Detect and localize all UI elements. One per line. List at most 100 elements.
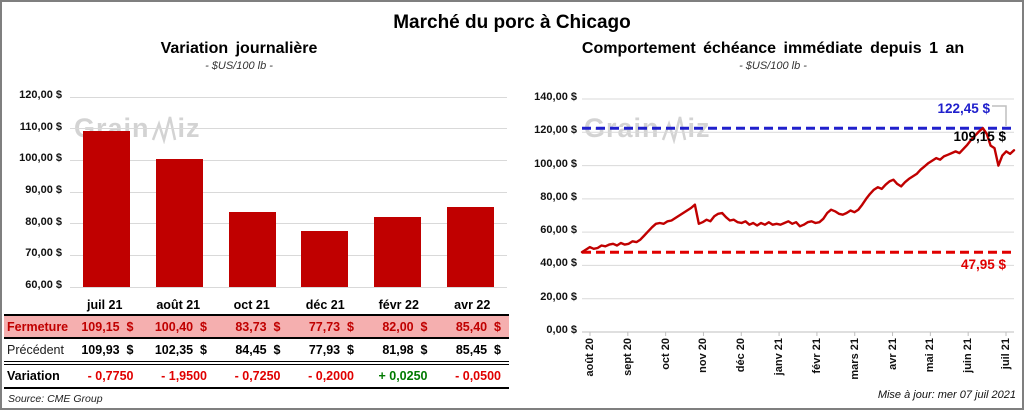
month-label: juin 21 [962, 338, 975, 373]
x-tick-label: mai 21 [921, 338, 939, 396]
month-label: janv 21 [773, 338, 786, 376]
cell-value: 77,93 $ [288, 338, 362, 365]
cell-value: - 0,7250 [215, 363, 289, 389]
panel-daily-variation: Variation journalière - $US/100 lb - 120… [4, 2, 514, 408]
y-tick-label: 80,00 $ [25, 215, 62, 228]
month-label: juil 21 [1000, 338, 1012, 370]
gridline [70, 254, 507, 256]
x-tick-label: juin 21 [959, 338, 977, 396]
cell-value: - 0,7750 [68, 363, 142, 389]
label-leader-line [992, 105, 1007, 126]
cell-value: - 0,2000 [288, 363, 362, 389]
table-row-fermeture: Fermeture 109,15 $100,40 $83,73 $77,73 $8… [4, 315, 509, 339]
cell-value: 83,73 $ [215, 315, 289, 339]
gridline [70, 223, 507, 225]
cell-value: - 0,0500 [435, 363, 509, 389]
bar-févr-22 [374, 217, 422, 287]
cell-value: 82,00 $ [362, 315, 436, 339]
low-ref-label: 47,95 $ [960, 257, 1006, 272]
x-tick-label: déc 20 [732, 338, 750, 396]
y-tick-label: 60,00 $ [25, 279, 62, 291]
month-label: févr 21 [810, 338, 823, 374]
gridline [70, 128, 507, 130]
bar-chart-subtitle: - $US/100 lb - [205, 60, 273, 72]
x-tick-label: févr 21 [808, 338, 826, 396]
y-tick-label: 20,00 $ [540, 290, 577, 303]
x-tick-label: mars 21 [846, 338, 864, 396]
last-price-label: 109,15 $ [953, 129, 1006, 144]
row-label: Précédent [4, 338, 68, 365]
y-tick-label: 100,00 $ [534, 157, 577, 170]
cell-value: 100,40 $ [141, 315, 215, 339]
page-title: Marché du porc à Chicago [393, 12, 631, 33]
table-header-row: juil 21 août 21 oct 21 déc 21 févr 22 avr 22 [4, 295, 509, 316]
cell-value: 77,73 $ [288, 315, 362, 339]
y-tick-label: 40,00 $ [540, 257, 577, 270]
cell-value: 85,40 $ [435, 315, 509, 339]
x-tick-label: nov 20 [694, 338, 712, 396]
x-tick-label: sept 20 [619, 338, 637, 396]
month-label: déc 20 [735, 338, 748, 373]
y-tick-label: 140,00 $ [534, 91, 577, 103]
cell-value: 109,15 $ [68, 315, 142, 339]
month-header: févr 22 [362, 295, 436, 316]
line-chart-subtitle: - $US/100 lb - [739, 60, 807, 72]
x-tick-label: juil 21 [997, 338, 1015, 396]
table-row-variation: Variation - 0,7750- 1,9500- 0,7250- 0,200… [4, 363, 509, 389]
month-label: nov 20 [697, 338, 710, 373]
table-row-precedent: Précédent 109,93 $102,35 $84,45 $77,93 $8… [4, 338, 509, 365]
cell-value: 85,45 $ [435, 338, 509, 365]
bar-déc-21 [301, 230, 349, 287]
panel-front-month: Comportement échéance immédiate depuis 1… [522, 2, 1022, 408]
y-tick-label: 120,00 $ [19, 89, 62, 101]
y-tick-label: 90,00 $ [25, 184, 62, 196]
price-line [580, 127, 1016, 254]
bar-chart-plot: Grain iz [70, 96, 507, 288]
month-header: avr 22 [435, 295, 509, 316]
line-chart-title: Comportement échéance immédiate depuis 1… [581, 40, 965, 57]
month-header: juil 21 [68, 295, 142, 316]
x-tick-label: janv 21 [770, 338, 788, 396]
month-label: août 20 [584, 338, 596, 377]
cell-value: 84,45 $ [215, 338, 289, 365]
y-tick-label: 0,00 $ [546, 324, 577, 336]
month-label: mai 21 [924, 338, 937, 373]
y-tick-label: 80,00 $ [540, 190, 577, 203]
table-corner [4, 295, 68, 316]
x-tick-label: août 20 [581, 338, 599, 396]
x-tick-label: oct 20 [657, 338, 675, 396]
month-header: oct 21 [215, 295, 289, 316]
cell-value: - 1,9500 [141, 363, 215, 389]
row-label: Variation [4, 363, 68, 389]
cell-value: 109,93 $ [68, 338, 142, 365]
month-header: déc 21 [288, 295, 362, 316]
source-note: Source: CME Group [8, 393, 103, 405]
month-label: oct 20 [659, 338, 672, 370]
bar-avr-22 [447, 206, 495, 287]
cell-value: 81,98 $ [362, 338, 436, 365]
gridline [70, 191, 507, 193]
x-tick-label: avr 21 [884, 338, 902, 396]
updated-note: Mise à jour: mer 07 juil 2021 [877, 389, 1016, 401]
bar-août-21 [155, 159, 203, 287]
gridline [70, 96, 507, 98]
line-chart-svg [580, 98, 1016, 336]
month-label: mars 21 [848, 338, 861, 380]
line-chart-plot: Grain iz 122,45 $ 109,15 $ 47,95 $ [580, 98, 1016, 336]
gridline [70, 286, 507, 288]
gridline [70, 159, 507, 161]
watermark-text: iz [177, 113, 201, 143]
cell-value: 102,35 $ [141, 338, 215, 365]
month-header: août 21 [141, 295, 215, 316]
y-tick-label: 60,00 $ [540, 224, 577, 237]
y-tick-label: 120,00 $ [534, 124, 577, 137]
cell-value: + 0,0250 [362, 363, 436, 389]
price-table: juil 21 août 21 oct 21 déc 21 févr 22 avr 22 F… [4, 295, 509, 389]
month-label: avr 21 [886, 338, 899, 370]
y-tick-label: 70,00 $ [25, 247, 62, 260]
month-label: sept 20 [621, 338, 634, 376]
bar-chart-title: Variation journalière [160, 40, 318, 57]
row-label: Fermeture [4, 315, 68, 339]
y-tick-label: 110,00 $ [19, 120, 62, 133]
